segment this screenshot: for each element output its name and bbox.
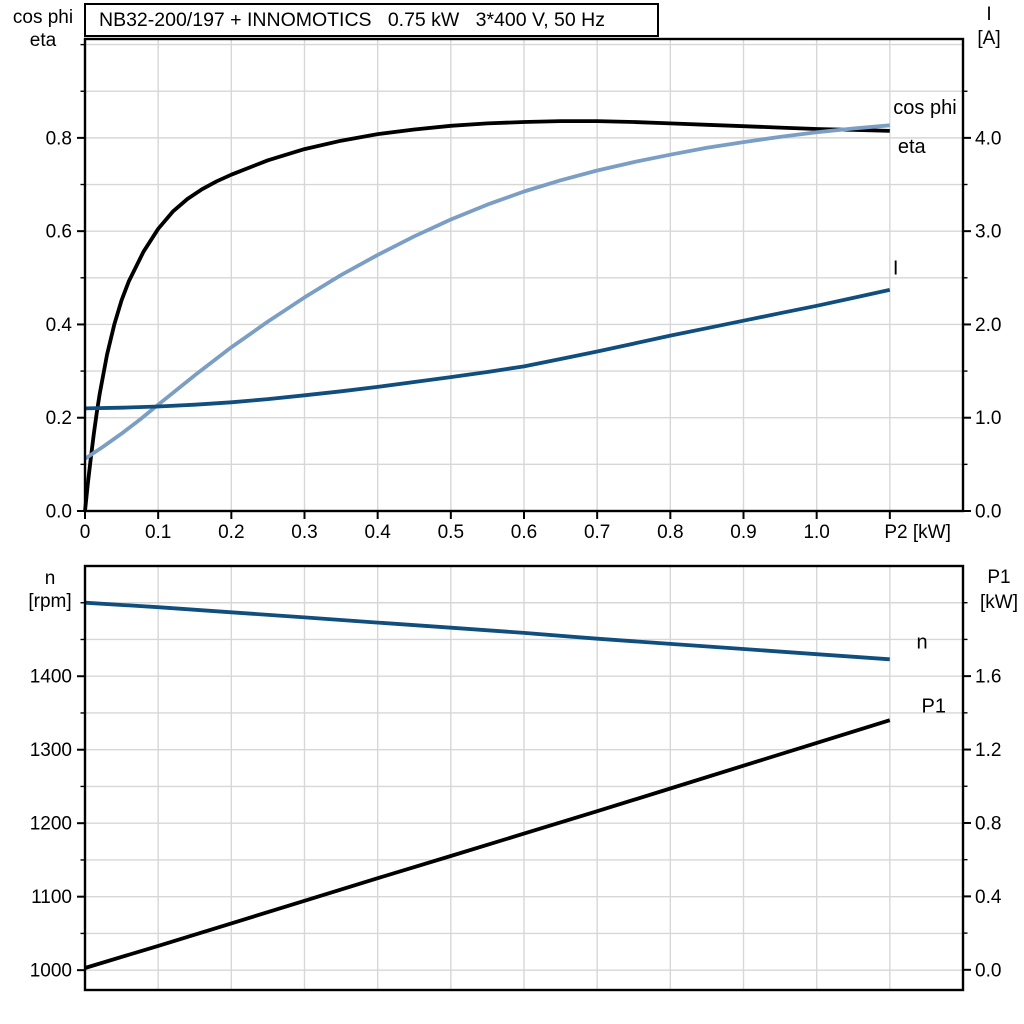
right-tick-label: 0.8	[975, 813, 1001, 834]
right-tick-label: 4.0	[975, 128, 1001, 149]
right-axis-title-line: P1	[987, 567, 1010, 588]
curve-eta	[83, 119, 890, 512]
curve-label-cos-phi: cos phi	[893, 97, 956, 119]
curve-cos-phi	[83, 123, 890, 461]
right-tick-label: 2.0	[975, 315, 1001, 336]
x-tick-label: 0.2	[218, 522, 244, 543]
left-tick-label: 1000	[30, 961, 72, 982]
left-tick-label: 1400	[30, 667, 72, 688]
x-tick-label: 0.6	[511, 522, 537, 543]
right-tick-label: 0.0	[975, 960, 1001, 981]
right-axis-title-line: I	[986, 4, 991, 25]
curve-label-eta: eta	[898, 136, 927, 158]
x-tick-label: 0.8	[657, 522, 683, 543]
left-tick-label: 0.4	[46, 315, 73, 336]
right-tick-label: 0.0	[975, 502, 1001, 523]
left-tick-label: 1100	[31, 887, 72, 908]
left-tick-label: 1200	[30, 814, 72, 835]
x-tick-label: 0.7	[584, 522, 610, 543]
left-axis-title-line: cos phi	[13, 7, 73, 28]
x-tick-label: 0.1	[145, 522, 171, 543]
x-tick-label: 0.9	[730, 522, 756, 543]
right-tick-label: 1.2	[975, 740, 1001, 761]
right-axis-title-line: [kW]	[980, 592, 1018, 613]
left-tick-label: 0.8	[46, 128, 72, 149]
curve-p1	[84, 718, 891, 970]
chart-title-box: NB32-200/197 + INNOMOTICS 0.75 kW 3*400 …	[84, 3, 659, 37]
x-axis-unit-label: P2 [kW]	[884, 522, 951, 543]
chart-speed-and-input-power: 100011001200130014000.00.40.81.21.6n[rpm…	[28, 564, 1018, 992]
plot-border	[83, 564, 965, 992]
x-tick-label: 0.5	[438, 522, 464, 543]
right-tick-label: 0.4	[975, 887, 1002, 908]
chart-title: NB32-200/197 + INNOMOTICS 0.75 kW 3*400 …	[99, 8, 605, 31]
right-axis-title-line: [A]	[977, 28, 1000, 49]
curve-i	[84, 288, 891, 411]
left-axis-title-line: n	[45, 568, 56, 589]
x-tick-label: 0.3	[291, 522, 317, 543]
x-tick-label: 0.4	[364, 522, 391, 543]
left-tick-label: 0.2	[46, 408, 72, 429]
left-tick-label: 0.6	[46, 222, 72, 243]
x-tick-label: 1.0	[803, 522, 829, 543]
right-tick-label: 1.6	[975, 667, 1001, 688]
chart-motor-performance: 0 0.1 0.2 0.3 0.4 0.5 0.6 0.7 0.8 0.9 1.0 P2 [kW] 0.…	[13, 4, 1002, 543]
curve-n	[84, 600, 890, 662]
curve-label-i: I	[893, 258, 899, 280]
left-tick-label: 1300	[30, 740, 72, 761]
left-tick-label: 0.0	[46, 502, 72, 523]
right-tick-label: 1.0	[975, 408, 1001, 429]
curve-label-p1: P1	[921, 695, 945, 717]
left-axis-title-line: eta	[30, 30, 57, 51]
right-tick-label: 3.0	[975, 222, 1001, 243]
curve-label-n: n	[916, 632, 927, 654]
left-axis-title-line: [rpm]	[28, 591, 71, 612]
x-tick-label: 0	[80, 522, 91, 543]
